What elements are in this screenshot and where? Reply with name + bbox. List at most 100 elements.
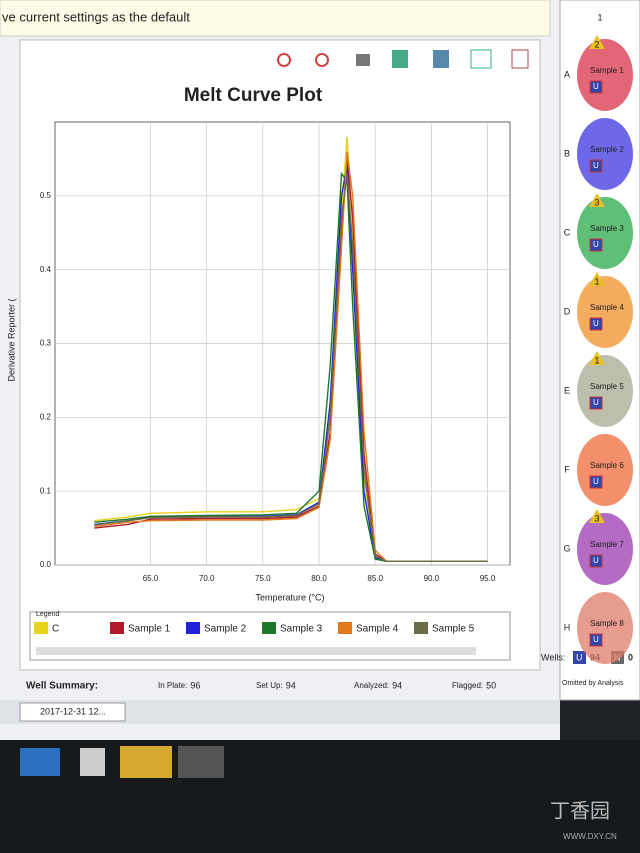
row-label: H xyxy=(564,622,571,632)
y-tick-label: 0.0 xyxy=(40,560,52,569)
legend-scrollbar[interactable] xyxy=(36,647,476,655)
zoom-out[interactable] xyxy=(315,53,329,67)
plate-column: 1 xyxy=(597,12,602,22)
x-tick-label: 65.0 xyxy=(143,574,159,583)
banner-bar xyxy=(0,0,551,37)
flag-icon xyxy=(589,35,605,49)
folder-icon[interactable] xyxy=(120,746,172,778)
summary-value: 94 xyxy=(392,680,402,690)
tag: U xyxy=(593,240,599,249)
legend-swatch xyxy=(110,622,124,634)
ntc-count: 0 xyxy=(628,652,633,662)
chart-title: Melt Curve Plot xyxy=(184,85,323,106)
summary-value: 94 xyxy=(286,680,296,690)
watermark-url: WWW.DXY.CN xyxy=(563,832,617,841)
legend-label: Sample 1 xyxy=(128,624,171,635)
tag: U xyxy=(593,556,599,565)
sample-name: Sample 8 xyxy=(590,619,624,628)
row-label: A xyxy=(564,69,570,79)
tag: U xyxy=(593,398,599,407)
row-label: F xyxy=(564,464,570,474)
sample-name: Sample 7 xyxy=(590,540,624,549)
zoom-in[interactable] xyxy=(277,53,291,67)
tag: U xyxy=(593,161,599,170)
unknown-badge xyxy=(573,651,586,664)
summary-value: 50 xyxy=(486,680,496,690)
melt-curve xyxy=(94,173,488,562)
y-tick-label: 0.5 xyxy=(40,191,52,200)
ie-icon[interactable] xyxy=(20,748,60,776)
flag: 3 xyxy=(594,513,599,523)
flag-icon xyxy=(589,193,605,207)
unknown-tag: U xyxy=(576,652,583,662)
row-label: C xyxy=(564,227,571,237)
flag: 2 xyxy=(594,39,599,49)
y-axis-label: Derivative Reporter ( xyxy=(6,298,16,381)
tool-a[interactable] xyxy=(392,50,408,68)
tag-box xyxy=(589,633,603,647)
tab[interactable] xyxy=(19,702,126,722)
print[interactable] xyxy=(356,54,370,66)
legend-label: Sample 3 xyxy=(280,624,323,635)
flag: 3 xyxy=(594,197,599,207)
flag-icon xyxy=(589,272,605,286)
wells-label: Wells: xyxy=(541,652,565,662)
legend-swatch xyxy=(338,622,352,634)
toolbar xyxy=(277,49,529,69)
row-label: B xyxy=(564,148,570,158)
tag-box xyxy=(589,554,603,568)
row-label: E xyxy=(564,385,570,395)
flag-icon xyxy=(589,509,605,523)
omitted-label: Omitted by Analysis xyxy=(562,680,624,687)
tag-box xyxy=(589,238,603,252)
x-tick-label: 95.0 xyxy=(480,574,496,583)
melt-curve xyxy=(94,171,488,562)
tag-box xyxy=(589,317,603,331)
summary-label: Analyzed: xyxy=(354,681,389,690)
legend-label: C xyxy=(52,624,59,635)
y-tick-label: 0.1 xyxy=(40,486,52,495)
tag: U xyxy=(593,319,599,328)
flag-icon xyxy=(589,351,605,365)
y-tick-label: 0.4 xyxy=(40,265,52,274)
tag: U xyxy=(593,635,599,644)
x-tick-label: 75.0 xyxy=(255,574,271,583)
tag-box xyxy=(589,475,603,489)
app-icon[interactable] xyxy=(178,746,224,778)
sample-name: Sample 2 xyxy=(590,145,624,154)
tool-c[interactable] xyxy=(470,49,492,69)
summary-value: 96 xyxy=(190,680,200,690)
well-summary-title: Well Summary: xyxy=(26,681,98,692)
sample-name: Sample 3 xyxy=(590,224,624,233)
legend-label: Sample 2 xyxy=(204,624,247,635)
sample-name: Sample 6 xyxy=(590,461,624,470)
sample-name: Sample 5 xyxy=(590,382,624,391)
x-axis-label: Temperature (°C) xyxy=(255,592,324,602)
legend-swatch xyxy=(414,622,428,634)
tag-box xyxy=(589,159,603,173)
legend-title: Legend xyxy=(36,611,59,618)
summary-label: Set Up: xyxy=(256,681,283,690)
taskbar xyxy=(0,740,640,853)
x-tick-label: 85.0 xyxy=(367,574,383,583)
flag: 1 xyxy=(594,355,599,365)
legend-label: Sample 5 xyxy=(432,624,475,635)
row-label: G xyxy=(563,543,570,553)
summary-label: Flagged: xyxy=(452,681,483,690)
sample-name: Sample 1 xyxy=(590,66,624,75)
row-label: D xyxy=(564,306,571,316)
tool-b[interactable] xyxy=(433,50,449,68)
tag: U xyxy=(593,82,599,91)
melt-curve xyxy=(94,151,488,562)
legend-swatch xyxy=(186,622,200,634)
tag-box xyxy=(589,80,603,94)
x-tick-label: 80.0 xyxy=(311,574,327,583)
y-tick-label: 0.3 xyxy=(40,339,52,348)
x-tick-label: 70.0 xyxy=(199,574,215,583)
y-tick-label: 0.2 xyxy=(40,412,52,421)
x-tick-label: 90.0 xyxy=(424,574,440,583)
file-icon[interactable] xyxy=(80,748,105,776)
tag-box xyxy=(589,396,603,410)
tool-d[interactable] xyxy=(511,49,529,69)
